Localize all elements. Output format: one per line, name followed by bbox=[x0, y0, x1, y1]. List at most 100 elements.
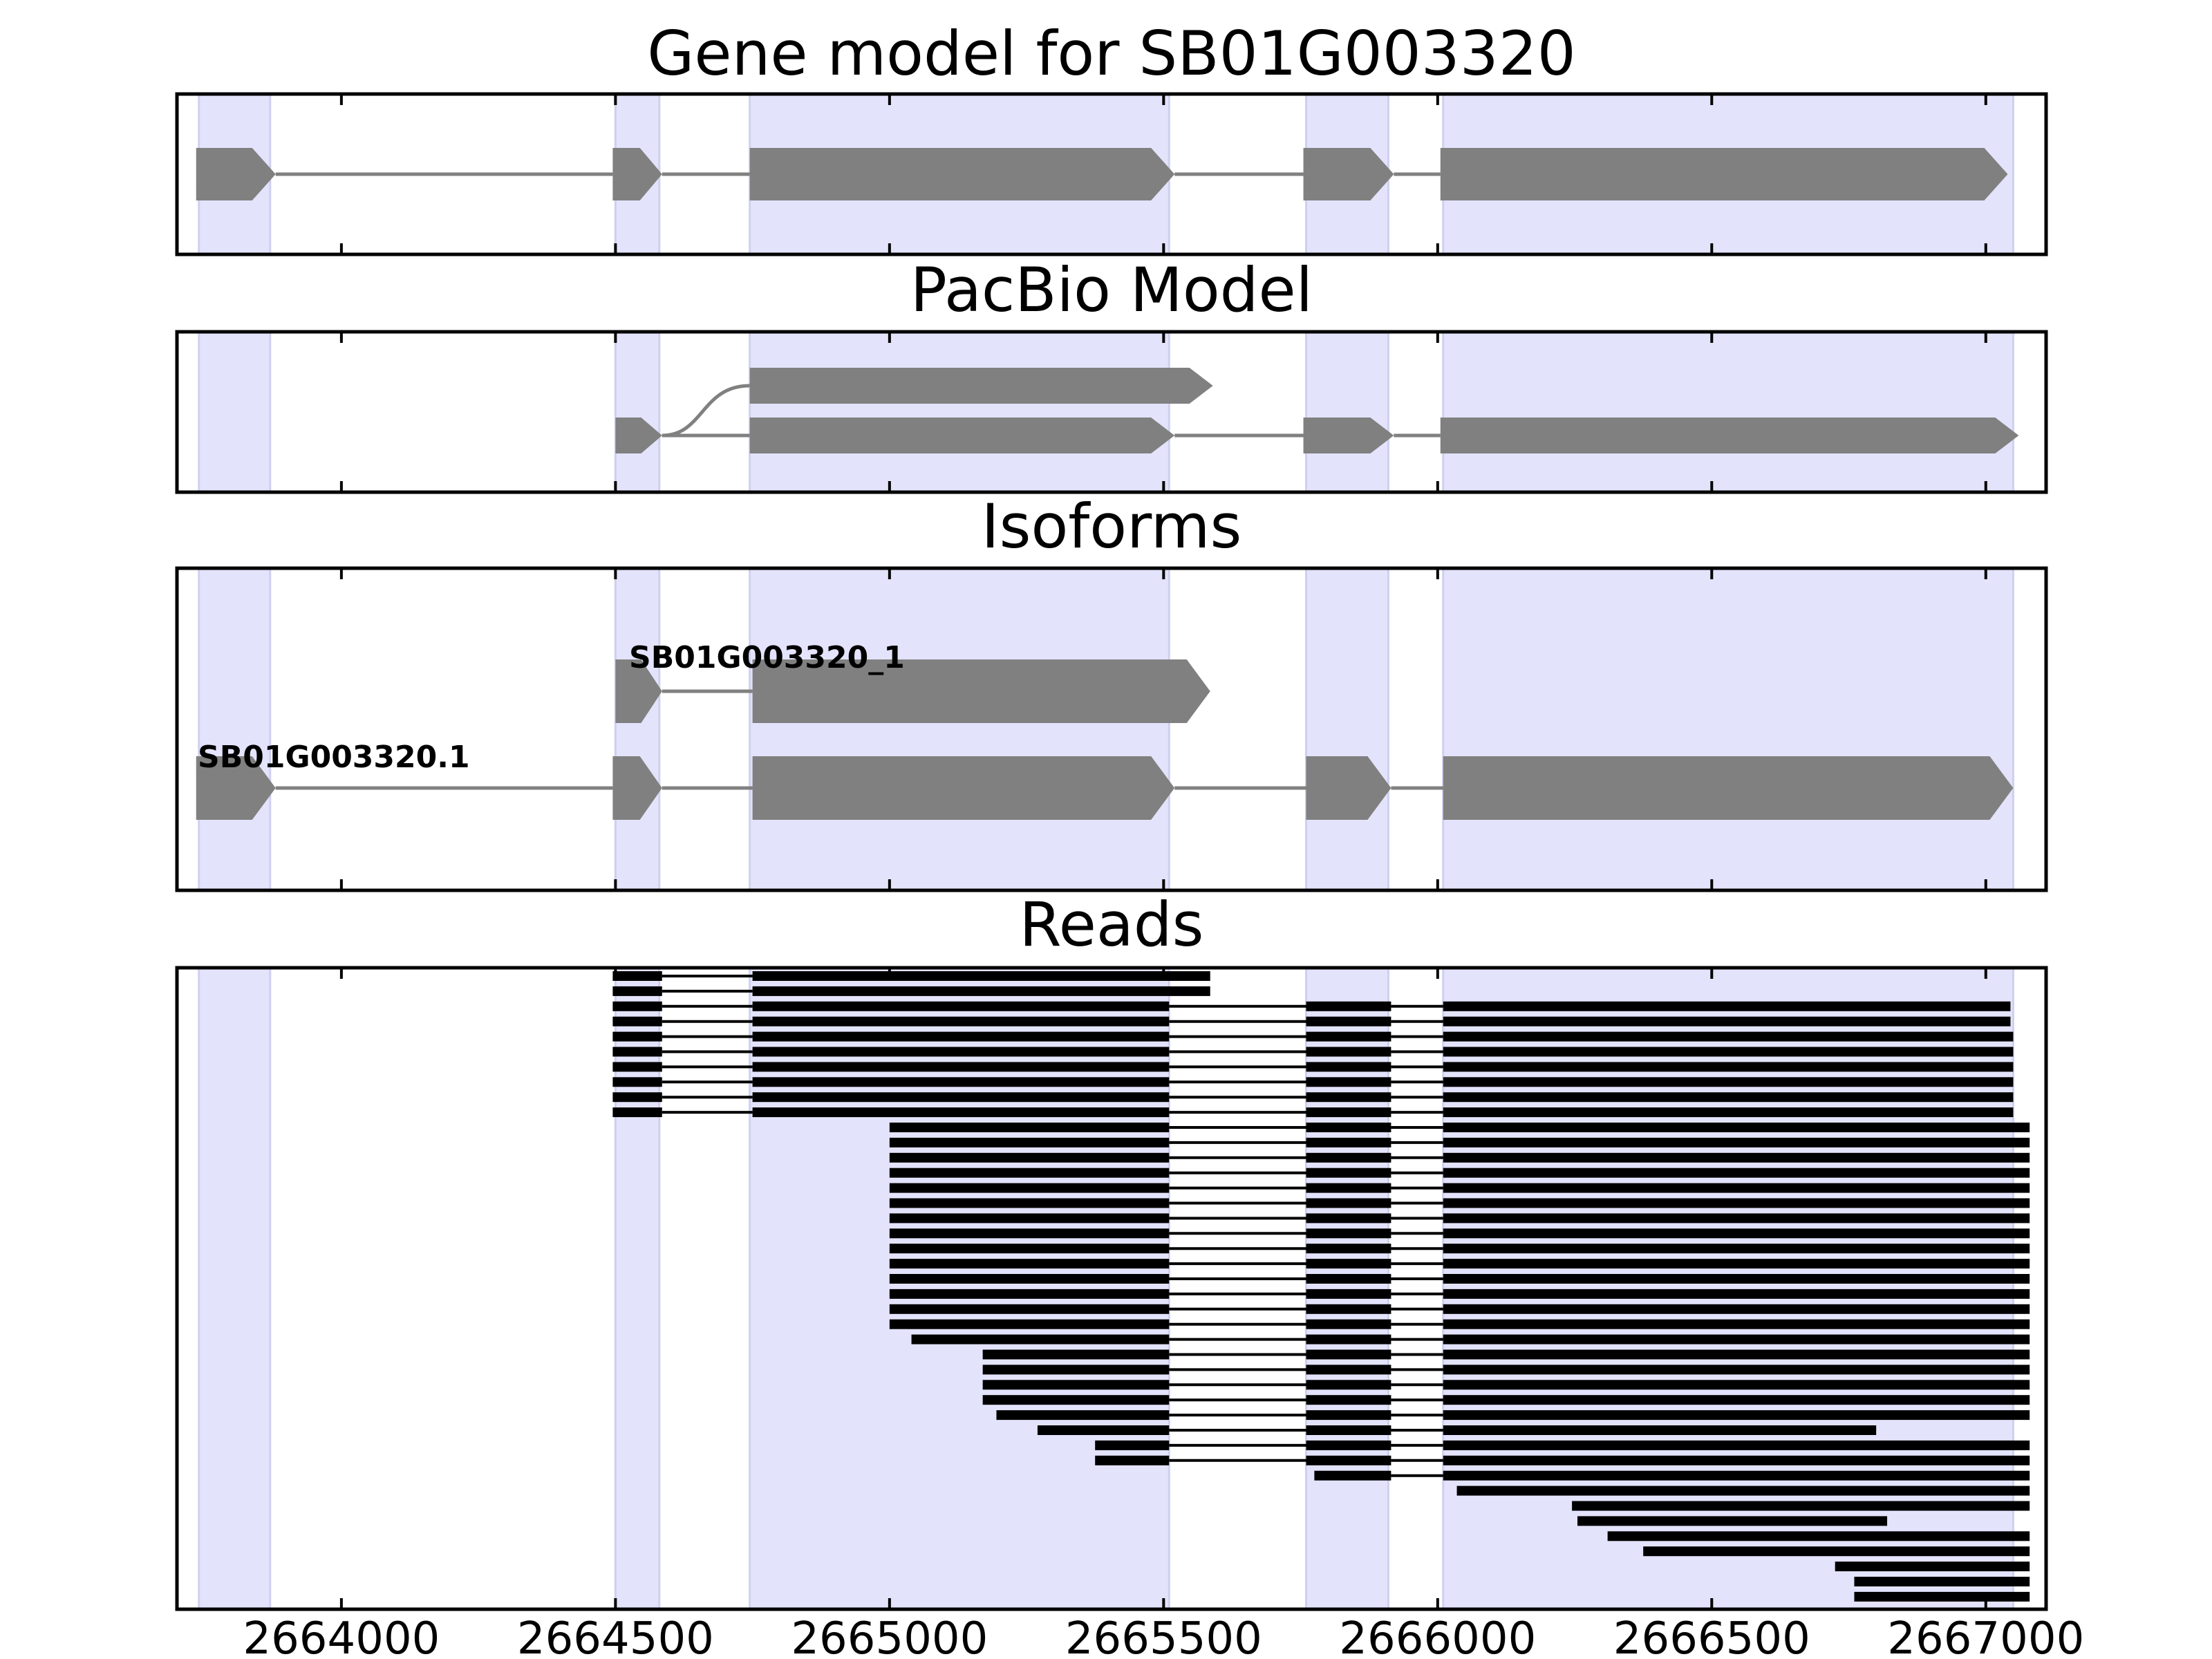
panel-frame bbox=[175, 330, 2048, 494]
read-segment bbox=[752, 1016, 1170, 1027]
exon-highlight-band bbox=[1442, 330, 2014, 494]
read-segment bbox=[889, 1183, 1170, 1193]
read-segment bbox=[612, 1107, 662, 1118]
read-segment bbox=[1306, 1425, 1391, 1435]
read-segment bbox=[1443, 1319, 2030, 1329]
read-segment bbox=[1443, 1470, 2030, 1481]
read-segment bbox=[752, 1062, 1170, 1072]
x-axis: 2664000 2664500 2665000 2665500 2666000 26665… bbox=[243, 1613, 2084, 1659]
exon-block bbox=[752, 756, 1175, 820]
read-segment bbox=[889, 1319, 1170, 1329]
read-segment bbox=[1306, 1107, 1391, 1118]
exon-block bbox=[196, 148, 276, 200]
read-segment bbox=[1443, 1152, 2030, 1163]
read-segment bbox=[889, 1274, 1170, 1284]
panel-titles: Gene model for SB01G003320 PacBio Model … bbox=[647, 18, 1576, 960]
read-segment bbox=[752, 986, 1210, 996]
read-segment bbox=[1443, 1380, 2030, 1390]
intron-line bbox=[662, 384, 750, 438]
read-segment bbox=[1306, 1183, 1391, 1193]
exon-highlight-band bbox=[749, 567, 1170, 892]
read-segment bbox=[911, 1334, 1170, 1344]
read-segment bbox=[752, 971, 1210, 981]
read-segment bbox=[1306, 1304, 1391, 1314]
read-segment bbox=[612, 1092, 662, 1103]
read-segment bbox=[1306, 1319, 1391, 1329]
read-segment bbox=[1306, 1380, 1391, 1390]
read-segment bbox=[889, 1137, 1170, 1147]
read-segment bbox=[1306, 1213, 1391, 1224]
read-segment bbox=[1443, 1107, 2014, 1118]
read-segment bbox=[1306, 1077, 1391, 1087]
panel-title-reads: Reads bbox=[1020, 889, 1204, 960]
read-segment bbox=[1577, 1516, 1888, 1526]
read-segment bbox=[1306, 1092, 1391, 1103]
x-tick-label: 2666500 bbox=[1613, 1613, 1810, 1659]
exon-highlight-band bbox=[1442, 567, 2014, 892]
read-segment bbox=[1306, 1259, 1391, 1269]
read-segment bbox=[1443, 1244, 2030, 1254]
read-segment bbox=[1854, 1591, 2030, 1602]
panel-frame bbox=[175, 566, 2048, 892]
read-segment bbox=[1443, 1274, 2030, 1284]
read-segment bbox=[1443, 1349, 2030, 1360]
read-segment bbox=[1306, 1031, 1391, 1042]
read-segment bbox=[889, 1198, 1170, 1208]
read-segment bbox=[1314, 1470, 1391, 1481]
x-tick-label: 2664000 bbox=[243, 1613, 440, 1659]
read-segment bbox=[1456, 1485, 2030, 1496]
exon-block bbox=[1440, 418, 2019, 453]
read-segment bbox=[982, 1395, 1170, 1405]
read-segment bbox=[1443, 1092, 2014, 1103]
read-segment bbox=[889, 1304, 1170, 1314]
read-segment bbox=[1443, 1440, 2030, 1450]
panel-title-pacbio-model: PacBio Model bbox=[910, 254, 1313, 326]
read-segment bbox=[612, 1016, 662, 1027]
exon-block bbox=[749, 368, 1213, 404]
read-segment bbox=[1443, 1213, 2030, 1224]
x-tick-label: 2665500 bbox=[1065, 1613, 1262, 1659]
exon-block bbox=[1440, 148, 2008, 200]
read-segment bbox=[1443, 1016, 2011, 1027]
x-tick-label: 2666000 bbox=[1339, 1613, 1536, 1659]
read-segment bbox=[752, 1077, 1170, 1087]
read-segment bbox=[752, 1047, 1170, 1057]
read-segment bbox=[1306, 1440, 1391, 1450]
read-segment bbox=[612, 1047, 662, 1057]
exon-block bbox=[612, 756, 662, 820]
read-segment bbox=[1306, 1062, 1391, 1072]
x-tick-label: 2665000 bbox=[791, 1613, 988, 1659]
exon-block bbox=[752, 659, 1210, 723]
read-segment bbox=[1443, 1047, 2014, 1057]
read-segment bbox=[1443, 1334, 2030, 1344]
read-segment bbox=[1443, 1062, 2014, 1072]
read-segment bbox=[612, 986, 662, 996]
read-segment bbox=[1037, 1425, 1170, 1435]
read-segment bbox=[889, 1152, 1170, 1163]
isoform-label-1: SB01G003320_1 bbox=[629, 640, 905, 675]
exon-highlight-band bbox=[614, 330, 661, 494]
read-segment bbox=[1607, 1531, 2030, 1541]
read-segment bbox=[889, 1213, 1170, 1224]
read-segment bbox=[1443, 1455, 2030, 1465]
read-segment bbox=[1443, 1137, 2030, 1147]
exon-highlight-band bbox=[198, 966, 272, 1611]
read-segment bbox=[752, 1092, 1170, 1103]
read-segment bbox=[889, 1259, 1170, 1269]
exon-highlight-band bbox=[749, 966, 1170, 1611]
read-segment bbox=[1306, 1152, 1391, 1163]
exon-highlight-band bbox=[1305, 330, 1389, 494]
read-segment bbox=[752, 1031, 1170, 1042]
exon-highlight-band bbox=[614, 966, 661, 1611]
exon-highlight-band bbox=[1305, 966, 1389, 1611]
panel-title-isoforms: Isoforms bbox=[982, 491, 1242, 562]
exon-highlight-band bbox=[198, 330, 272, 494]
read-segment bbox=[1306, 1274, 1391, 1284]
exon-highlight-band bbox=[1305, 567, 1389, 892]
exon-block bbox=[1306, 756, 1391, 820]
read-segment bbox=[1306, 1349, 1391, 1360]
read-segment bbox=[1443, 1123, 2030, 1132]
panel-title-gene-model: Gene model for SB01G003320 bbox=[647, 18, 1576, 89]
read-segment bbox=[1443, 1198, 2030, 1208]
